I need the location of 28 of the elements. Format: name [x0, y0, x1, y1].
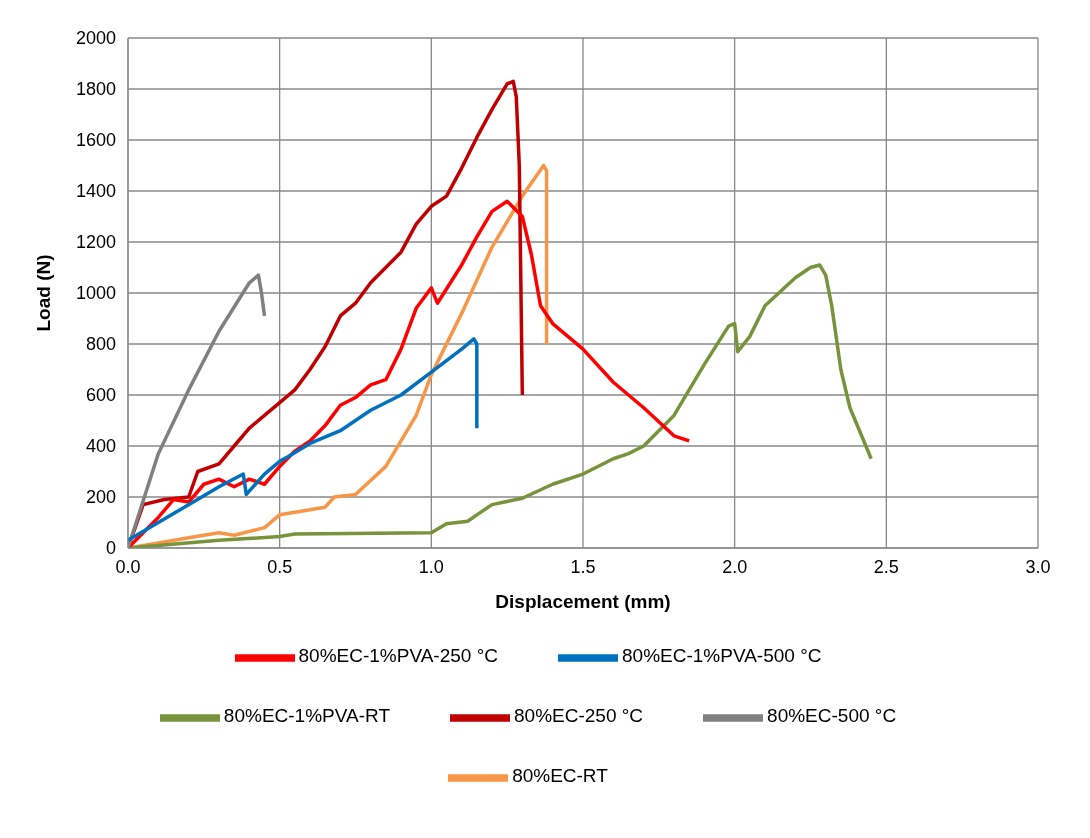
legend-label: 80%EC-250 °C [514, 705, 644, 727]
y-tick-label: 1000 [75, 283, 116, 304]
x-axis-title: Displacement (mm) [495, 591, 671, 612]
y-tick-label: 1800 [75, 79, 116, 100]
y-tick-label: 2000 [75, 28, 116, 49]
y-tick-label: 1200 [75, 232, 116, 253]
line-series [128, 199, 691, 548]
y-tick-label: 800 [85, 334, 116, 355]
x-tick-label: 3.0 [1025, 556, 1051, 577]
x-tick-label: 0.5 [267, 556, 293, 577]
x-tick-label: 0.0 [115, 556, 141, 577]
y-axis-title: Load (N) [32, 254, 54, 332]
legend-label: 80%EC-500 °C [767, 705, 897, 727]
x-tick-label: 1.5 [570, 556, 596, 577]
y-tick-label: 0 [105, 538, 116, 559]
x-tick-label: 2.5 [873, 556, 899, 577]
y-tick-label: 400 [85, 436, 116, 457]
legend-label: 80%EC-1%PVA-500 °C [622, 645, 822, 667]
x-tick-label: 1.0 [418, 556, 444, 577]
y-tick-label: 600 [85, 385, 116, 406]
x-tick-label: 2.0 [722, 556, 748, 577]
y-tick-label: 200 [85, 487, 116, 508]
legend-label: 80%EC-RT [512, 765, 608, 787]
line-series [128, 337, 479, 543]
y-tick-label: 1600 [75, 130, 116, 151]
legend-label: 80%EC-1%PVA-250 °C [298, 645, 498, 667]
y-tick-label: 1400 [75, 181, 116, 202]
legend-label: 80%EC-1%PVA-RT [223, 705, 390, 727]
